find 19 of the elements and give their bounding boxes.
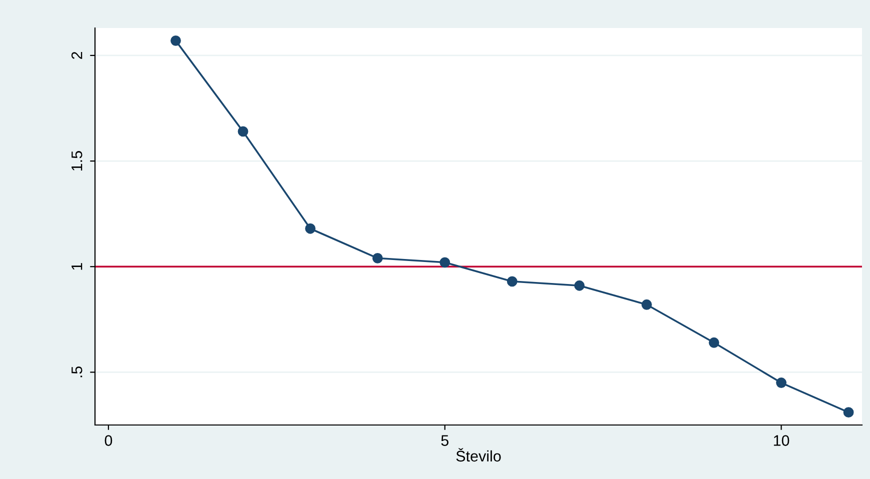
y-tick-label: 1.5 bbox=[72, 151, 82, 170]
point bbox=[708, 337, 720, 348]
point bbox=[440, 257, 450, 268]
point bbox=[238, 126, 248, 137]
x-tick-label: 0 bbox=[104, 435, 112, 446]
point bbox=[641, 299, 652, 310]
y-tick-label: 1 bbox=[72, 263, 82, 270]
x-axis-title: Število bbox=[456, 448, 501, 462]
x-tick-label: 5 bbox=[441, 435, 448, 446]
point bbox=[843, 407, 854, 418]
y-tick-label: .5 bbox=[72, 366, 82, 378]
y-tick-label: 2 bbox=[71, 52, 82, 59]
point bbox=[170, 35, 181, 46]
point bbox=[506, 276, 518, 287]
point bbox=[305, 223, 316, 234]
point bbox=[574, 280, 585, 291]
point bbox=[372, 252, 383, 264]
x-tick-label: 10 bbox=[774, 435, 790, 446]
point bbox=[776, 378, 786, 388]
